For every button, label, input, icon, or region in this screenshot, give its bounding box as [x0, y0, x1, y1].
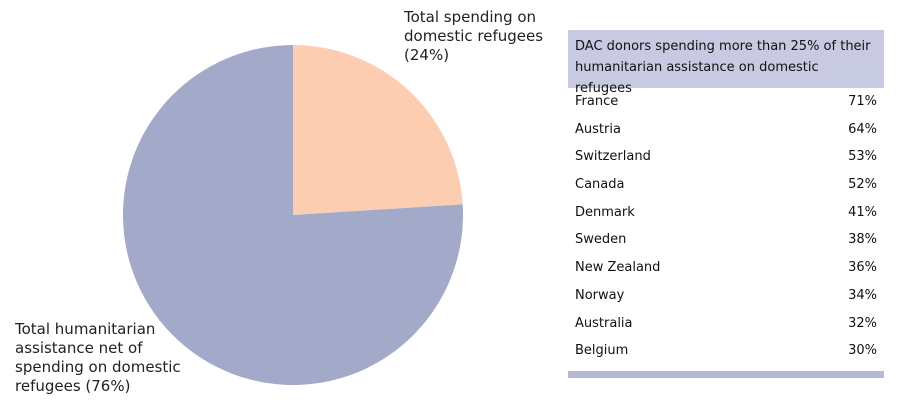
cell-value: 36% — [848, 260, 877, 276]
cell-country: Austria — [575, 121, 621, 137]
table-footer-bar — [568, 370, 884, 378]
table-row: Canada 52% — [568, 171, 884, 199]
cell-country: Canada — [575, 177, 625, 193]
cell-country: Norway — [575, 287, 625, 303]
cell-value: 38% — [848, 232, 877, 248]
table-row: Australia 32% — [568, 310, 884, 338]
cell-country: New Zealand — [575, 260, 661, 276]
table: DAC donors spending more than 25% of the… — [568, 30, 884, 378]
cell-country: Denmark — [575, 204, 635, 220]
pie-chart — [122, 45, 464, 385]
table-row: New Zealand 36% — [568, 254, 884, 282]
table-row: Norway 34% — [568, 282, 884, 310]
table-row: France 71% — [568, 88, 884, 116]
cell-value: 53% — [848, 149, 877, 165]
cell-value: 52% — [848, 177, 877, 193]
table-row: Belgium 30% — [568, 337, 884, 365]
slice-label: Total humanitarian assistance net of spe… — [15, 320, 181, 395]
cell-country: Belgium — [575, 343, 629, 359]
table-row: Sweden 38% — [568, 226, 884, 254]
cell-country: Sweden — [575, 232, 627, 248]
slice-label: Total spending on domestic refugees (24%… — [404, 8, 544, 64]
pie-slice — [122, 45, 464, 385]
cell-value: 32% — [848, 315, 877, 331]
cell-country: Australia — [575, 315, 633, 331]
table-title: DAC donors spending more than 25% of the… — [568, 30, 884, 96]
table-row: Switzerland 53% — [568, 143, 884, 171]
cell-value: 64% — [848, 121, 877, 137]
cell-country: France — [575, 94, 619, 109]
table-row: Denmark 41% — [568, 199, 884, 227]
cell-value: 34% — [848, 287, 877, 303]
cell-value: 41% — [848, 204, 877, 220]
pie-slice — [293, 45, 463, 215]
cell-country: Switzerland — [575, 149, 651, 165]
cell-value: 71% — [848, 94, 877, 109]
cell-value: 30% — [848, 343, 877, 359]
table-row: Austria 64% — [568, 116, 884, 144]
